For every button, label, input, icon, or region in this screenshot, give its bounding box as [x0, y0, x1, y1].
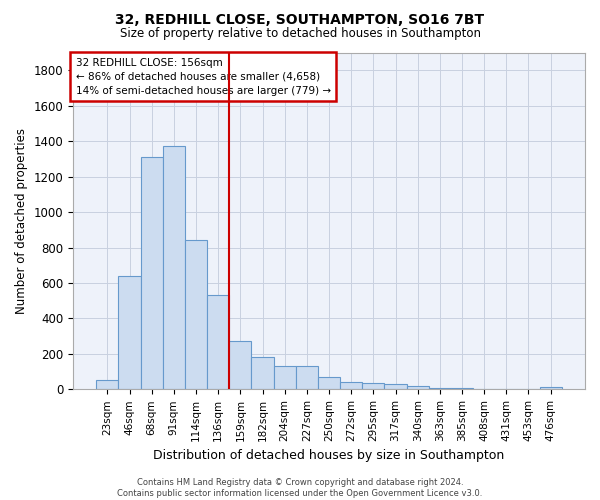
Text: 32, REDHILL CLOSE, SOUTHAMPTON, SO16 7BT: 32, REDHILL CLOSE, SOUTHAMPTON, SO16 7BT [115, 12, 485, 26]
Bar [140, 157, 163, 390]
Bar [118, 276, 140, 390]
Bar [207, 296, 229, 390]
Text: Size of property relative to detached houses in Southampton: Size of property relative to detached ho… [119, 28, 481, 40]
Bar [296, 366, 318, 390]
Bar [451, 388, 473, 390]
Bar [229, 340, 251, 390]
Bar [163, 146, 185, 390]
Bar [362, 383, 385, 390]
Bar [318, 377, 340, 390]
Text: Contains HM Land Registry data © Crown copyright and database right 2024.
Contai: Contains HM Land Registry data © Crown c… [118, 478, 482, 498]
Bar [185, 240, 207, 390]
Bar [340, 382, 362, 390]
Bar [407, 386, 429, 390]
Bar [96, 380, 118, 390]
Bar [274, 366, 296, 390]
X-axis label: Distribution of detached houses by size in Southampton: Distribution of detached houses by size … [154, 450, 505, 462]
Text: 32 REDHILL CLOSE: 156sqm
← 86% of detached houses are smaller (4,658)
14% of sem: 32 REDHILL CLOSE: 156sqm ← 86% of detach… [76, 58, 331, 96]
Y-axis label: Number of detached properties: Number of detached properties [15, 128, 28, 314]
Bar [429, 388, 451, 390]
Bar [251, 356, 274, 390]
Bar [539, 386, 562, 390]
Bar [385, 384, 407, 390]
